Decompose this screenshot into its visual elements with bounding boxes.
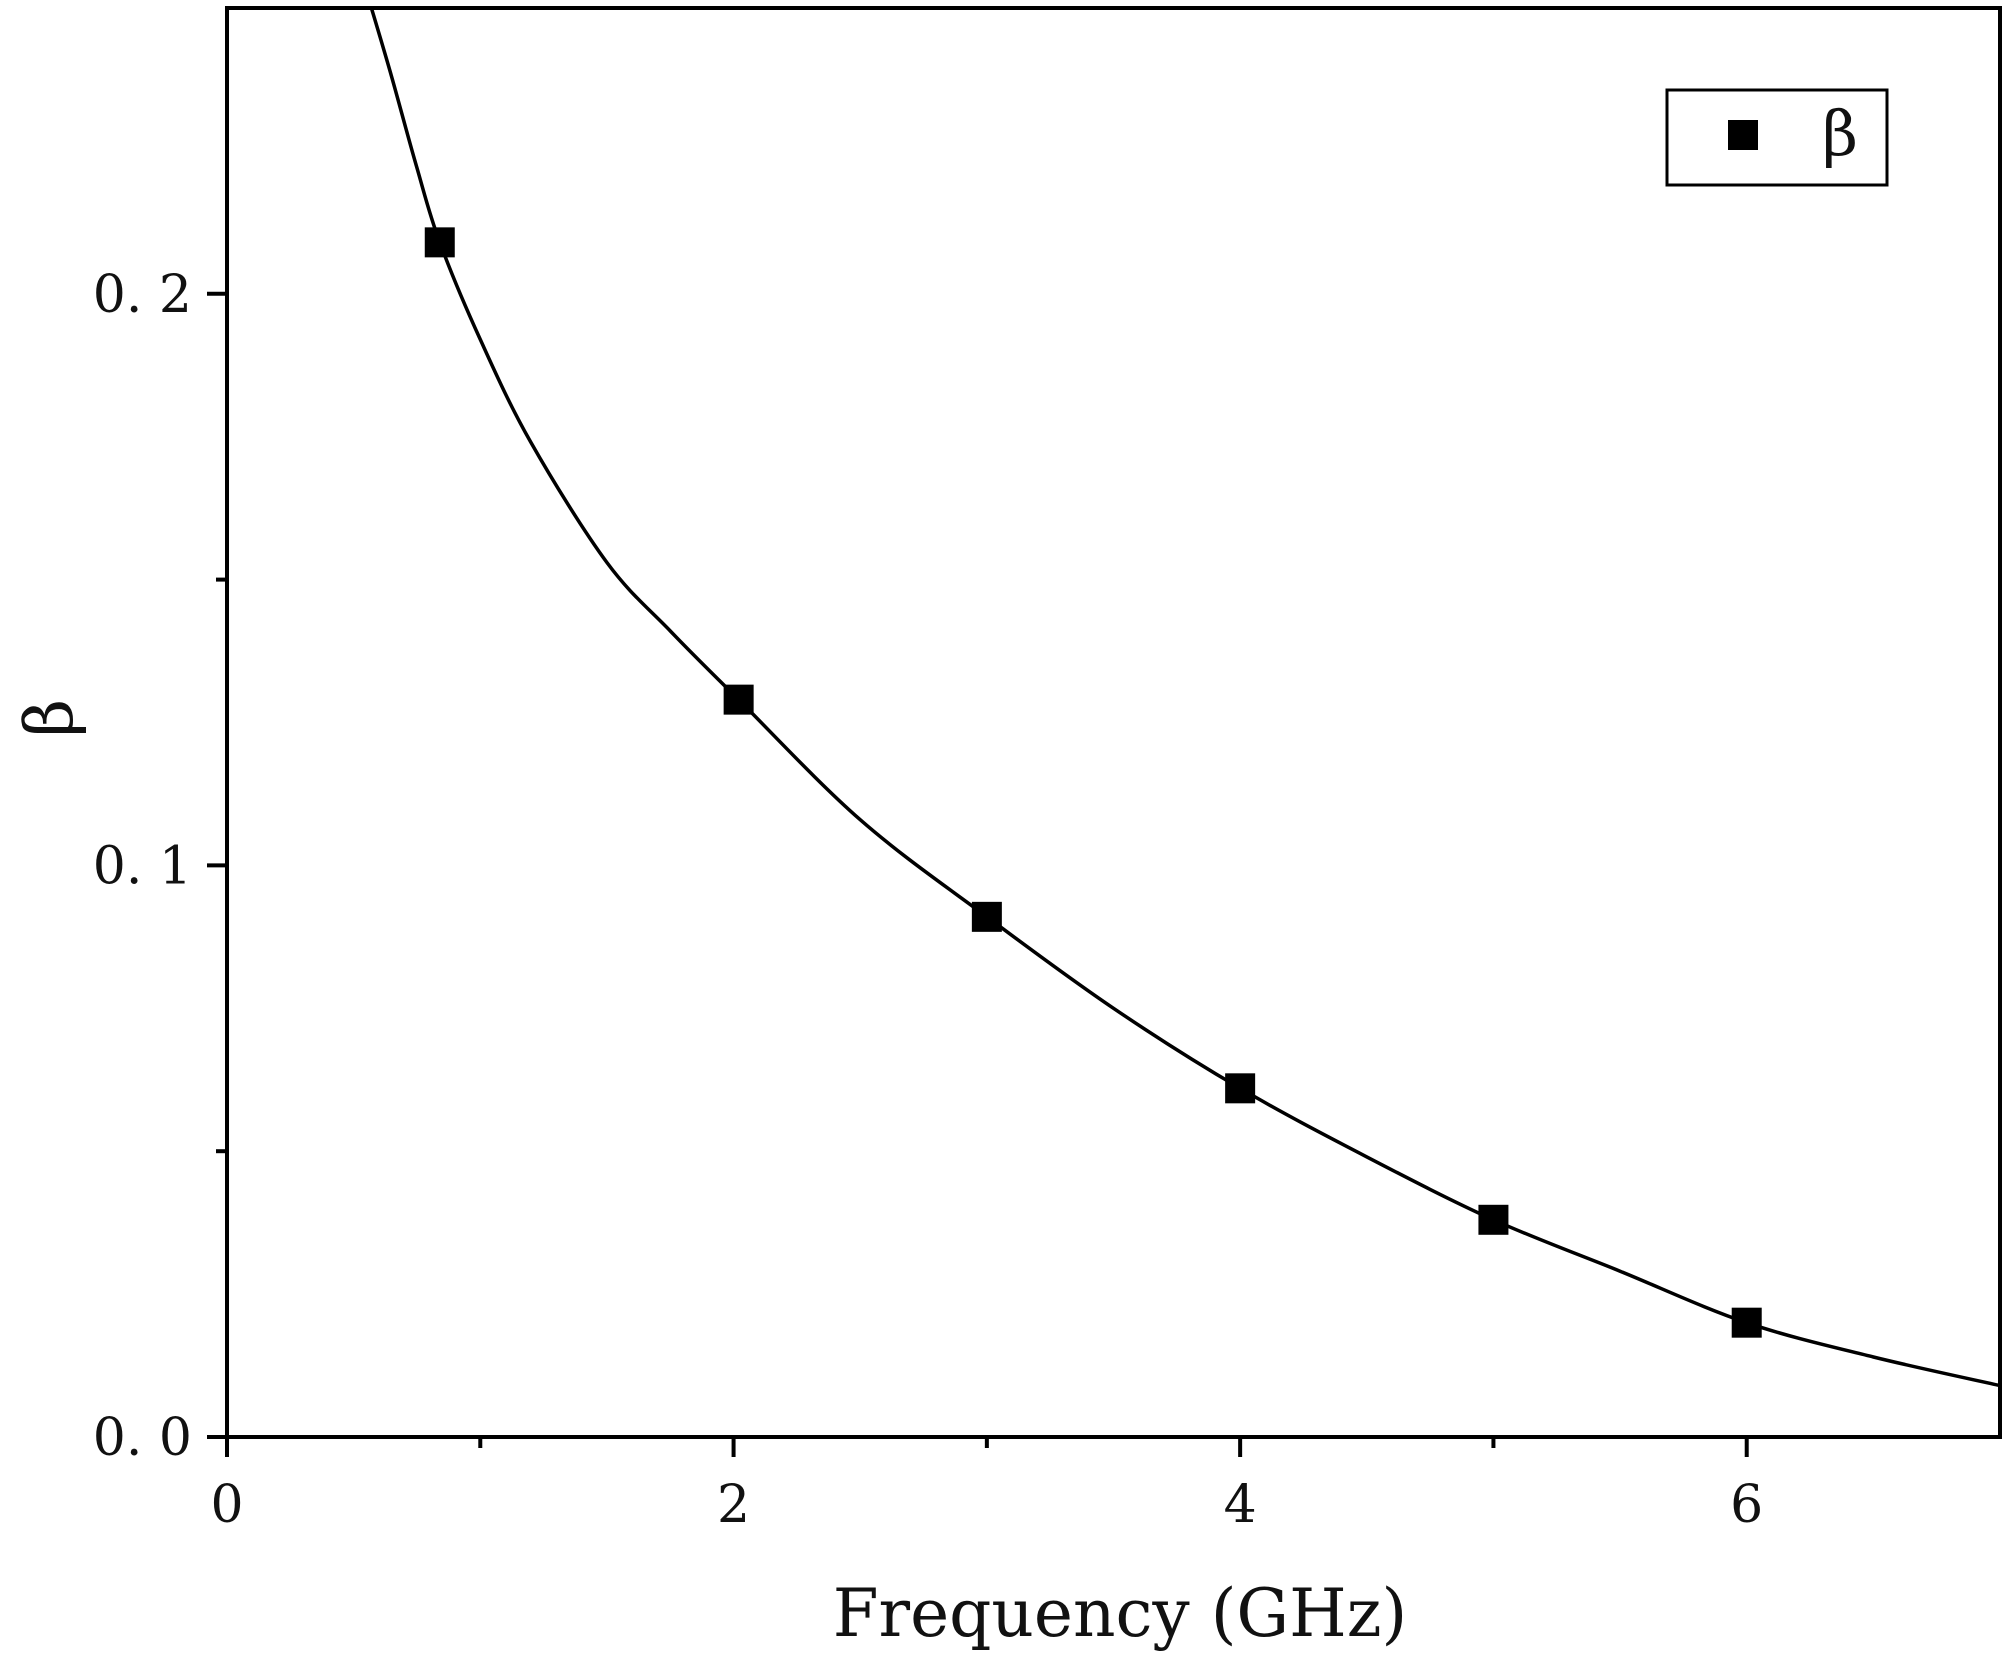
data-point bbox=[1731, 1307, 1762, 1338]
legend: β bbox=[1665, 88, 1889, 187]
fit-curve bbox=[369, 7, 2001, 1388]
y-tick-label: 0. 0 bbox=[93, 1408, 192, 1468]
data-point bbox=[1225, 1073, 1256, 1104]
legend-label: β bbox=[1822, 97, 1858, 170]
y-axis: 0. 0 0. 1 0. 2 bbox=[93, 265, 227, 1468]
x-tick-label: 2 bbox=[717, 1475, 750, 1535]
data-point bbox=[971, 901, 1002, 932]
y-axis-title: β bbox=[11, 699, 88, 737]
y-tick-label: 0. 1 bbox=[93, 836, 192, 896]
y-tick-label: 0. 2 bbox=[93, 265, 192, 325]
legend-box bbox=[1665, 88, 1889, 187]
x-axis-title: Frequency (GHz) bbox=[833, 1575, 1408, 1652]
data-point bbox=[1478, 1204, 1509, 1235]
plot-frame bbox=[225, 6, 2002, 1439]
x-axis: 0 2 4 6 bbox=[210, 1437, 1763, 1535]
data-point bbox=[424, 227, 455, 258]
plot-border bbox=[225, 6, 2002, 1439]
x-tick-label: 6 bbox=[1730, 1475, 1763, 1535]
data-markers bbox=[424, 227, 1762, 1338]
data-point bbox=[723, 684, 754, 715]
x-tick-label: 4 bbox=[1224, 1475, 1257, 1535]
x-tick-label: 0 bbox=[210, 1475, 243, 1535]
legend-marker-square bbox=[1728, 120, 1758, 150]
